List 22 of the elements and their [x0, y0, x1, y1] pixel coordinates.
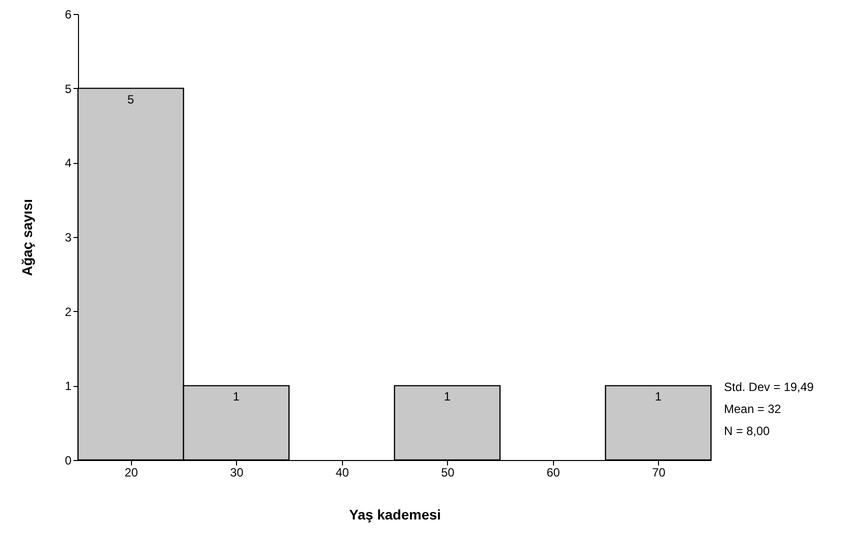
data-label: 1: [232, 390, 240, 404]
y-tick-label: 5: [64, 82, 72, 96]
y-tick-label: 0: [64, 454, 72, 468]
text: N = 8,00: [724, 423, 771, 440]
text: Std. Dev = 19,49: [724, 379, 814, 396]
x-tick-label: 40: [336, 466, 350, 480]
y-tick-label: 6: [64, 8, 72, 22]
data-label: 1: [444, 390, 451, 404]
x-tick-label: 70: [652, 466, 666, 480]
x-tick-label: 30: [230, 466, 244, 480]
y-tick-label: 3: [64, 230, 72, 244]
text: Mean = 32: [724, 401, 782, 418]
y-tick-label: 2: [64, 304, 72, 319]
y-axis-title: Ağaç sayısı: [18, 198, 35, 276]
data-label: 5: [127, 92, 134, 106]
data-label: 1: [654, 390, 662, 404]
x-axis-title: Yaş kademesi: [349, 506, 441, 522]
x-tick-label: 20: [124, 466, 138, 480]
x-tick-label: 60: [546, 466, 560, 480]
y-tick-label: 1: [64, 379, 72, 394]
x-tick-label: 50: [441, 466, 455, 480]
y-tick-label: 4: [64, 156, 72, 170]
